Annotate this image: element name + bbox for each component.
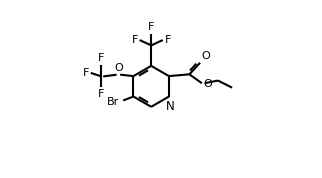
Text: O: O bbox=[203, 79, 212, 89]
Text: F: F bbox=[83, 68, 89, 78]
Text: O: O bbox=[114, 63, 123, 73]
Text: F: F bbox=[148, 22, 154, 32]
Text: F: F bbox=[131, 35, 138, 45]
Text: F: F bbox=[98, 53, 105, 63]
Text: O: O bbox=[202, 51, 210, 61]
Text: Br: Br bbox=[107, 97, 119, 107]
Text: F: F bbox=[165, 35, 171, 45]
Text: F: F bbox=[98, 90, 105, 100]
Text: N: N bbox=[166, 100, 175, 113]
